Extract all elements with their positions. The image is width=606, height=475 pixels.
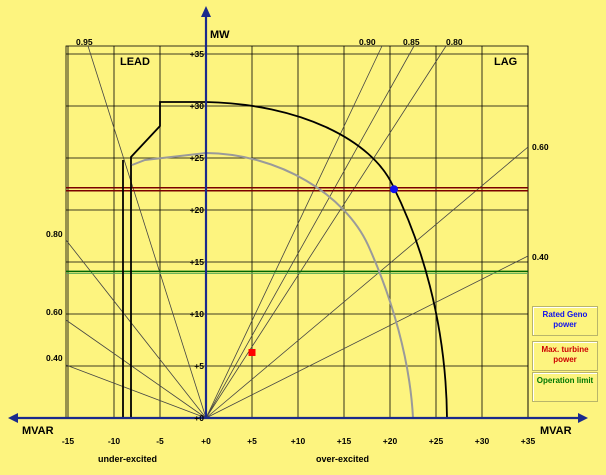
legend-turbine-label: Max. turbine power (541, 345, 589, 364)
labels: MW MVAR MVAR LEAD LAG under-excited over-excit… (22, 29, 572, 464)
pf-label-040-left: 0.40 (46, 353, 63, 363)
pf-line-040-lead (65, 364, 207, 419)
y-axis-title: MW (210, 29, 230, 41)
pf-label-040-right: 0.40 (532, 252, 549, 262)
operation-curve (131, 151, 414, 419)
y-tick-label: +25 (190, 153, 205, 163)
x-axis-title-left: MVAR (22, 425, 54, 437)
x-axis-left-arrow (8, 413, 18, 423)
pf-line-095-lead (87, 45, 207, 419)
pf-line-060-lead (65, 319, 207, 419)
pf-line-090 (205, 45, 383, 419)
x-tick-label: +5 (247, 436, 257, 446)
pf-label-080: 0.80 (446, 37, 463, 47)
over-excited-label: over-excited (316, 454, 369, 464)
rated-geno-point (390, 185, 398, 194)
pf-line-060 (205, 146, 529, 419)
markers (248, 185, 398, 356)
x-tick-label: +10 (291, 436, 306, 446)
pf-line-080 (205, 45, 447, 419)
y-tick-label: +0 (194, 413, 204, 423)
x-tick-label: +20 (383, 436, 398, 446)
pf-line-080-lead (65, 239, 207, 419)
limit-lines (66, 186, 528, 274)
legend-rated-label: Rated Geno power (542, 310, 588, 329)
x-tick-label: -5 (156, 436, 164, 446)
under-excited-label: under-excited (98, 454, 157, 464)
legend-operation-label: Operation limit (536, 376, 594, 385)
x-tick-label: +30 (475, 436, 490, 446)
legend-max-turbine-power: Max. turbine power (532, 341, 598, 371)
pf-label-060-left: 0.60 (46, 307, 63, 317)
y-tick-label: +35 (190, 49, 205, 59)
pf-line-040 (205, 255, 529, 419)
x-tick-label: +35 (521, 436, 536, 446)
pf-label-060-right: 0.60 (532, 142, 549, 152)
x-axis-right-arrow (578, 413, 588, 423)
legend-rated-geno-power: Rated Geno power (532, 306, 598, 336)
pf-label-090: 0.90 (359, 37, 376, 47)
x-tick-label: -10 (108, 436, 121, 446)
axes (8, 6, 588, 423)
capability-curves (122, 101, 448, 419)
lag-label: LAG (494, 56, 517, 68)
x-tick-label: +15 (337, 436, 352, 446)
pf-line-085 (205, 45, 415, 419)
y-tick-label: +5 (194, 361, 204, 371)
pf-label-095: 0.95 (76, 37, 93, 47)
legend-operation-limit: Operation limit (532, 372, 598, 402)
x-axis-title-right: MVAR (540, 425, 572, 437)
y-axis-arrow (201, 6, 211, 17)
x-tick-label: -15 (62, 436, 75, 446)
power-factor-lines (65, 45, 529, 419)
operating-point (248, 348, 256, 356)
y-tick-label: +15 (190, 257, 205, 267)
grid-lines (65, 45, 529, 419)
lead-label: LEAD (120, 56, 150, 68)
rated-capability-curve (130, 101, 448, 419)
y-tick-label: +30 (190, 101, 205, 111)
y-tick-label: +20 (190, 205, 205, 215)
y-tick-label: +10 (190, 309, 205, 319)
pf-label-085: 0.85 (403, 37, 420, 47)
x-tick-label: +25 (429, 436, 444, 446)
grid-border (65, 45, 529, 419)
pf-label-080-left: 0.80 (46, 229, 63, 239)
x-tick-label: +0 (201, 436, 211, 446)
